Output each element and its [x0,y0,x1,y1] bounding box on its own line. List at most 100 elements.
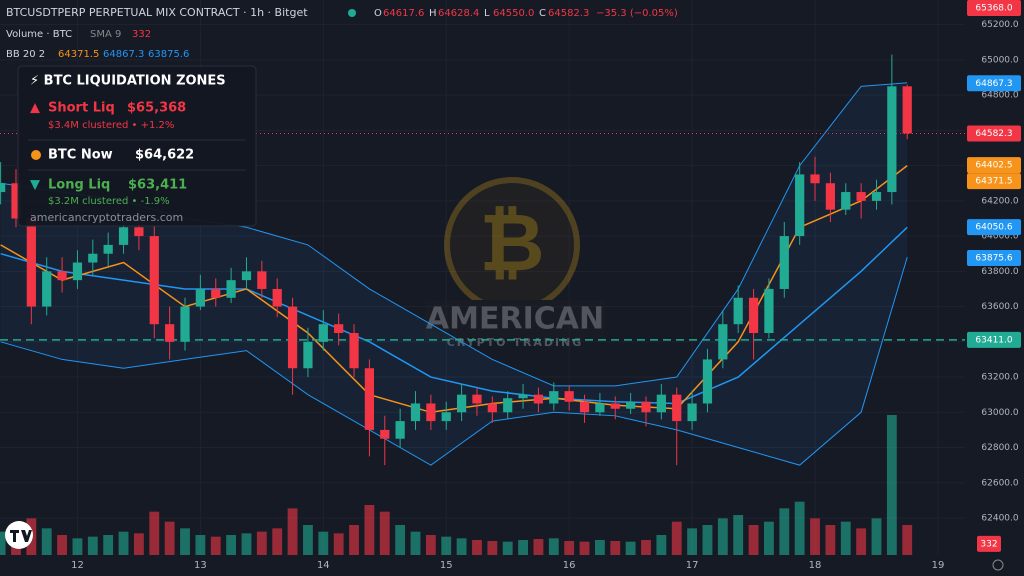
volume-bar [656,535,667,555]
x-tick-label: 16 [563,560,576,571]
volume-bar [41,528,52,555]
candle-body [825,183,836,210]
candle-body [349,333,359,369]
volume-bar [57,535,67,555]
y-tick-label: 64200.0 [981,196,1018,206]
long-label: Long Liq [48,178,110,193]
candle-body [779,236,789,289]
candle-body [795,174,805,237]
bb-value: 64867.3 [103,49,144,60]
site: americancryptotraders.com [30,211,183,224]
volume-bar [886,415,897,555]
price-tag-label: 65368.0 [975,4,1012,14]
volume-bar [871,518,882,555]
watermark-coin [444,177,580,313]
volume-tag-label: 332 [980,539,997,549]
candle-body [410,403,421,422]
price-tag-label: 64402.5 [975,161,1012,171]
candle-body [810,174,820,184]
price-tag [967,331,1021,348]
candle-body [533,394,544,404]
candle-body [518,394,528,399]
volume-bar [395,525,406,555]
volume-bar [702,525,713,555]
y-tick-label: 63200.0 [981,373,1018,383]
volume-label: Volume · BTC [6,29,72,40]
ohlc-key: H [429,8,437,19]
candle-body [456,394,467,413]
now-price: $64,622 [135,148,194,163]
candle-body [841,192,851,210]
ohlc-key: O [374,8,382,19]
volume-bar [579,541,590,555]
candle-body [0,183,6,193]
axis-bg [965,0,1024,576]
watermark-banner [425,300,605,340]
volume-bar [902,525,913,555]
volume-bar [594,540,605,555]
y-tick-label: 63800.0 [981,267,1018,277]
candle-body [579,401,590,413]
info-title: ⚡ BTC LIQUIDATION ZONES [30,74,226,89]
candle-body [902,86,912,134]
volume-tag [977,535,1001,552]
volume-bar [533,539,544,555]
volume-bar [133,533,144,555]
symbol-title: BTCUSDTPERP PERPETUAL MIX CONTRACT · 1h … [6,6,308,19]
watermark-symbol: ₿ [479,196,544,289]
candle-body [472,394,482,404]
long-icon: ▼ [30,178,40,193]
candle-body [149,236,159,325]
info-box: ⚡ BTC LIQUIDATION ZONES ▲ Short Liq $65,… [17,65,257,227]
candle-body [503,398,513,413]
candle-body [610,403,620,409]
short-label: Short Liq [48,101,115,116]
candle-body [318,324,328,342]
volume-bar [810,518,820,555]
volume-bar [256,531,267,555]
volume-bar [272,528,283,555]
volume-bar [425,535,436,555]
band-fill [0,82,908,466]
logo-glyph [10,530,32,542]
y-tick-label: 62600.0 [981,478,1018,488]
x-tick-label: 14 [317,560,330,571]
volume-bar [548,538,559,555]
price-tag-label: 63411.0 [975,335,1012,345]
price-tag-label: 64867.3 [975,79,1012,89]
price-tag [967,0,1021,16]
candle-body [441,412,451,422]
volume-bar [333,533,344,555]
y-tick-label: 65000.0 [981,55,1018,65]
long-price: $63,411 [128,178,187,193]
volume-bar [625,541,636,555]
volume-bar [456,538,467,555]
x-tick-label: 19 [932,560,945,571]
volume-bar [379,511,390,555]
candle-body [426,403,436,422]
short-note: $3.4M clustered • +1.2% [48,120,174,131]
volume-sma: SMA 9 [90,29,121,40]
candle-body [871,192,882,201]
y-tick-label: 63600.0 [981,302,1018,312]
candle-body [487,403,497,413]
candle-body [564,391,574,402]
x-tick-label: 17 [686,560,699,571]
band-line [0,257,908,466]
volume-bar [364,505,375,555]
volume-bar [210,536,221,555]
volume-bar [303,525,313,555]
volume-bar [794,501,805,555]
volume-bar [840,521,851,555]
x-tick-label: 13 [194,560,207,571]
price-tag-label: 64371.5 [975,177,1012,187]
volume-bar [103,535,114,555]
candle-body [549,391,559,404]
settings-icon[interactable] [992,559,1004,571]
volume-bar [779,508,790,555]
candle-body [42,271,52,307]
candle-body [395,421,405,439]
volume-bar [87,536,98,555]
volume-bar [241,533,252,555]
